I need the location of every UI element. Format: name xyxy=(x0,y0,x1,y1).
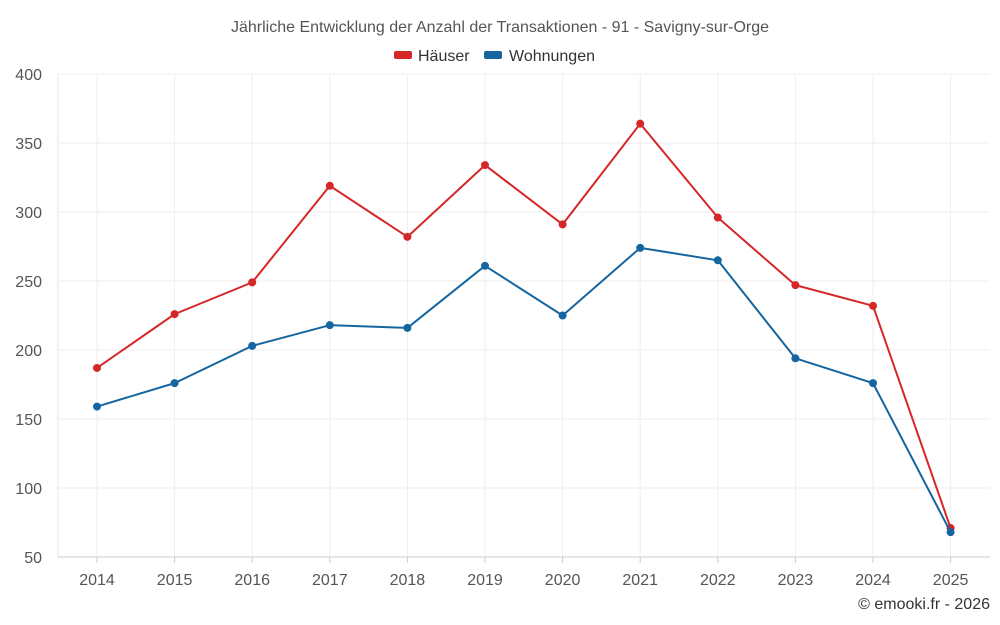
data-point-wohnungen[interactable] xyxy=(93,402,101,411)
y-axis-ticks: 50 100 150 200 250 300 350 400 xyxy=(15,67,42,567)
y-tick-label: 200 xyxy=(15,343,42,360)
data-point-haeuser[interactable] xyxy=(325,181,334,190)
legend-swatch-haeuser xyxy=(394,51,412,59)
data-point-wohnungen[interactable] xyxy=(248,341,257,350)
legend: Häuser Wohnungen xyxy=(394,48,595,65)
data-point-haeuser[interactable] xyxy=(170,310,179,319)
data-point-wohnungen[interactable] xyxy=(481,261,489,270)
legend-label-haeuser: Häuser xyxy=(418,48,470,65)
legend-label-wohnungen: Wohnungen xyxy=(509,48,595,65)
data-point-haeuser[interactable] xyxy=(403,232,412,241)
data-point-wohnungen[interactable] xyxy=(558,311,567,320)
data-point-haeuser[interactable] xyxy=(481,161,489,170)
data-point-wohnungen[interactable] xyxy=(636,243,645,252)
data-point-haeuser[interactable] xyxy=(713,213,722,222)
y-tick-label: 300 xyxy=(15,205,42,222)
x-tick-label: 2017 xyxy=(312,572,348,589)
series xyxy=(93,119,955,537)
x-tick-label: 2025 xyxy=(933,572,969,589)
x-tick-label: 2016 xyxy=(234,572,270,589)
x-tick-label: 2021 xyxy=(622,572,658,589)
x-tick-label: 2020 xyxy=(545,572,581,589)
y-tick-label: 100 xyxy=(15,481,42,498)
legend-swatch-wohnungen xyxy=(484,51,502,59)
data-point-haeuser[interactable] xyxy=(558,220,567,229)
data-point-wohnungen[interactable] xyxy=(325,321,334,330)
data-point-haeuser[interactable] xyxy=(93,363,101,372)
y-tick-label: 150 xyxy=(15,412,42,429)
data-point-wohnungen[interactable] xyxy=(713,256,722,265)
credit-text: © emooki.fr - 2026 xyxy=(858,596,990,613)
x-tick-label: 2022 xyxy=(700,572,736,589)
data-point-wohnungen[interactable] xyxy=(170,379,179,388)
series-line-wohnungen xyxy=(96,246,952,533)
y-tick-label: 350 xyxy=(15,136,42,153)
data-point-haeuser[interactable] xyxy=(869,301,877,310)
y-tick-label: 250 xyxy=(15,274,42,291)
y-tick-label: 50 xyxy=(24,550,42,567)
grid xyxy=(57,73,990,558)
x-axis-ticks: 2014 2015 2016 2017 2018 2019 2020 2021 2022 2023… xyxy=(79,557,968,589)
data-point-haeuser[interactable] xyxy=(636,119,645,128)
x-tick-label: 2024 xyxy=(855,572,891,589)
data-point-wohnungen[interactable] xyxy=(403,323,412,332)
x-tick-label: 2015 xyxy=(157,572,193,589)
chart-title: Jährliche Entwicklung der Anzahl der Tra… xyxy=(231,19,769,36)
data-point-wohnungen[interactable] xyxy=(869,379,877,388)
data-point-wohnungen[interactable] xyxy=(791,354,800,363)
data-point-haeuser[interactable] xyxy=(248,278,257,287)
series-line-haeuser xyxy=(96,122,952,529)
data-point-wohnungen[interactable] xyxy=(946,528,955,537)
data-point-haeuser[interactable] xyxy=(791,281,800,290)
y-tick-label: 400 xyxy=(15,67,42,84)
x-tick-label: 2018 xyxy=(390,572,426,589)
x-tick-label: 2023 xyxy=(778,572,814,589)
x-tick-label: 2014 xyxy=(79,572,115,589)
x-tick-label: 2019 xyxy=(467,572,503,589)
